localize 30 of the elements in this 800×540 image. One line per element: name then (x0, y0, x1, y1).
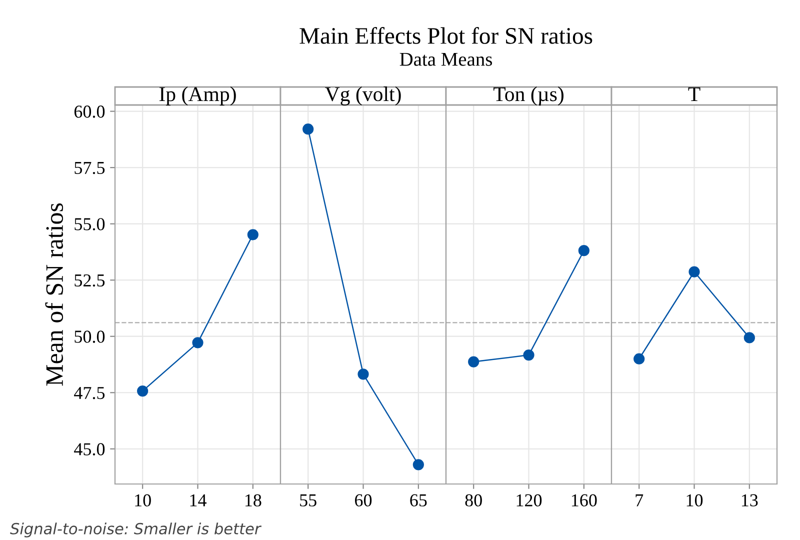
point (247, 229, 258, 240)
x-tick-label: 55 (300, 494, 316, 506)
point (192, 337, 204, 348)
x-tick-label: 10 (135, 494, 151, 506)
y-tick-label: 52.5 (74, 274, 105, 287)
text: Main Effects Plot for SN ratios (300, 27, 592, 44)
x-tick-label: 18 (245, 494, 262, 506)
x-tick-label: 14 (190, 494, 206, 506)
point (137, 385, 148, 397)
text: Data Means (400, 52, 492, 66)
y-tick-label: 60.0 (74, 106, 105, 118)
x-tick-label: 7 (636, 494, 644, 506)
y-tick-label: 57.5 (74, 162, 105, 174)
x-axis-title: T (688, 87, 700, 102)
y-tick-label: 45.0 (74, 443, 105, 456)
x-tick-label: 65 (410, 494, 427, 506)
x-tick-label: 60 (355, 494, 372, 506)
x-axis-title: Vg (volt) (325, 86, 401, 106)
x-tick-label: 10 (686, 494, 703, 506)
x-axis-title: Ip (Amp) (159, 86, 236, 106)
x-axis-title: Ton (µs) (493, 86, 564, 106)
y-axis-title: Mean of SN ratios (45, 203, 64, 386)
y-tick-label: 55.0 (74, 218, 105, 230)
x-tick-label: 120 (516, 494, 542, 506)
text: Signal-to-noise: Smaller is better (10, 522, 262, 538)
y-tick-label: 50.0 (74, 330, 105, 343)
x-tick-label: 160 (572, 494, 597, 506)
x-tick-label: 80 (465, 494, 482, 506)
y-tick-label: 47.5 (74, 387, 105, 400)
x-tick-label: 13 (742, 494, 758, 506)
